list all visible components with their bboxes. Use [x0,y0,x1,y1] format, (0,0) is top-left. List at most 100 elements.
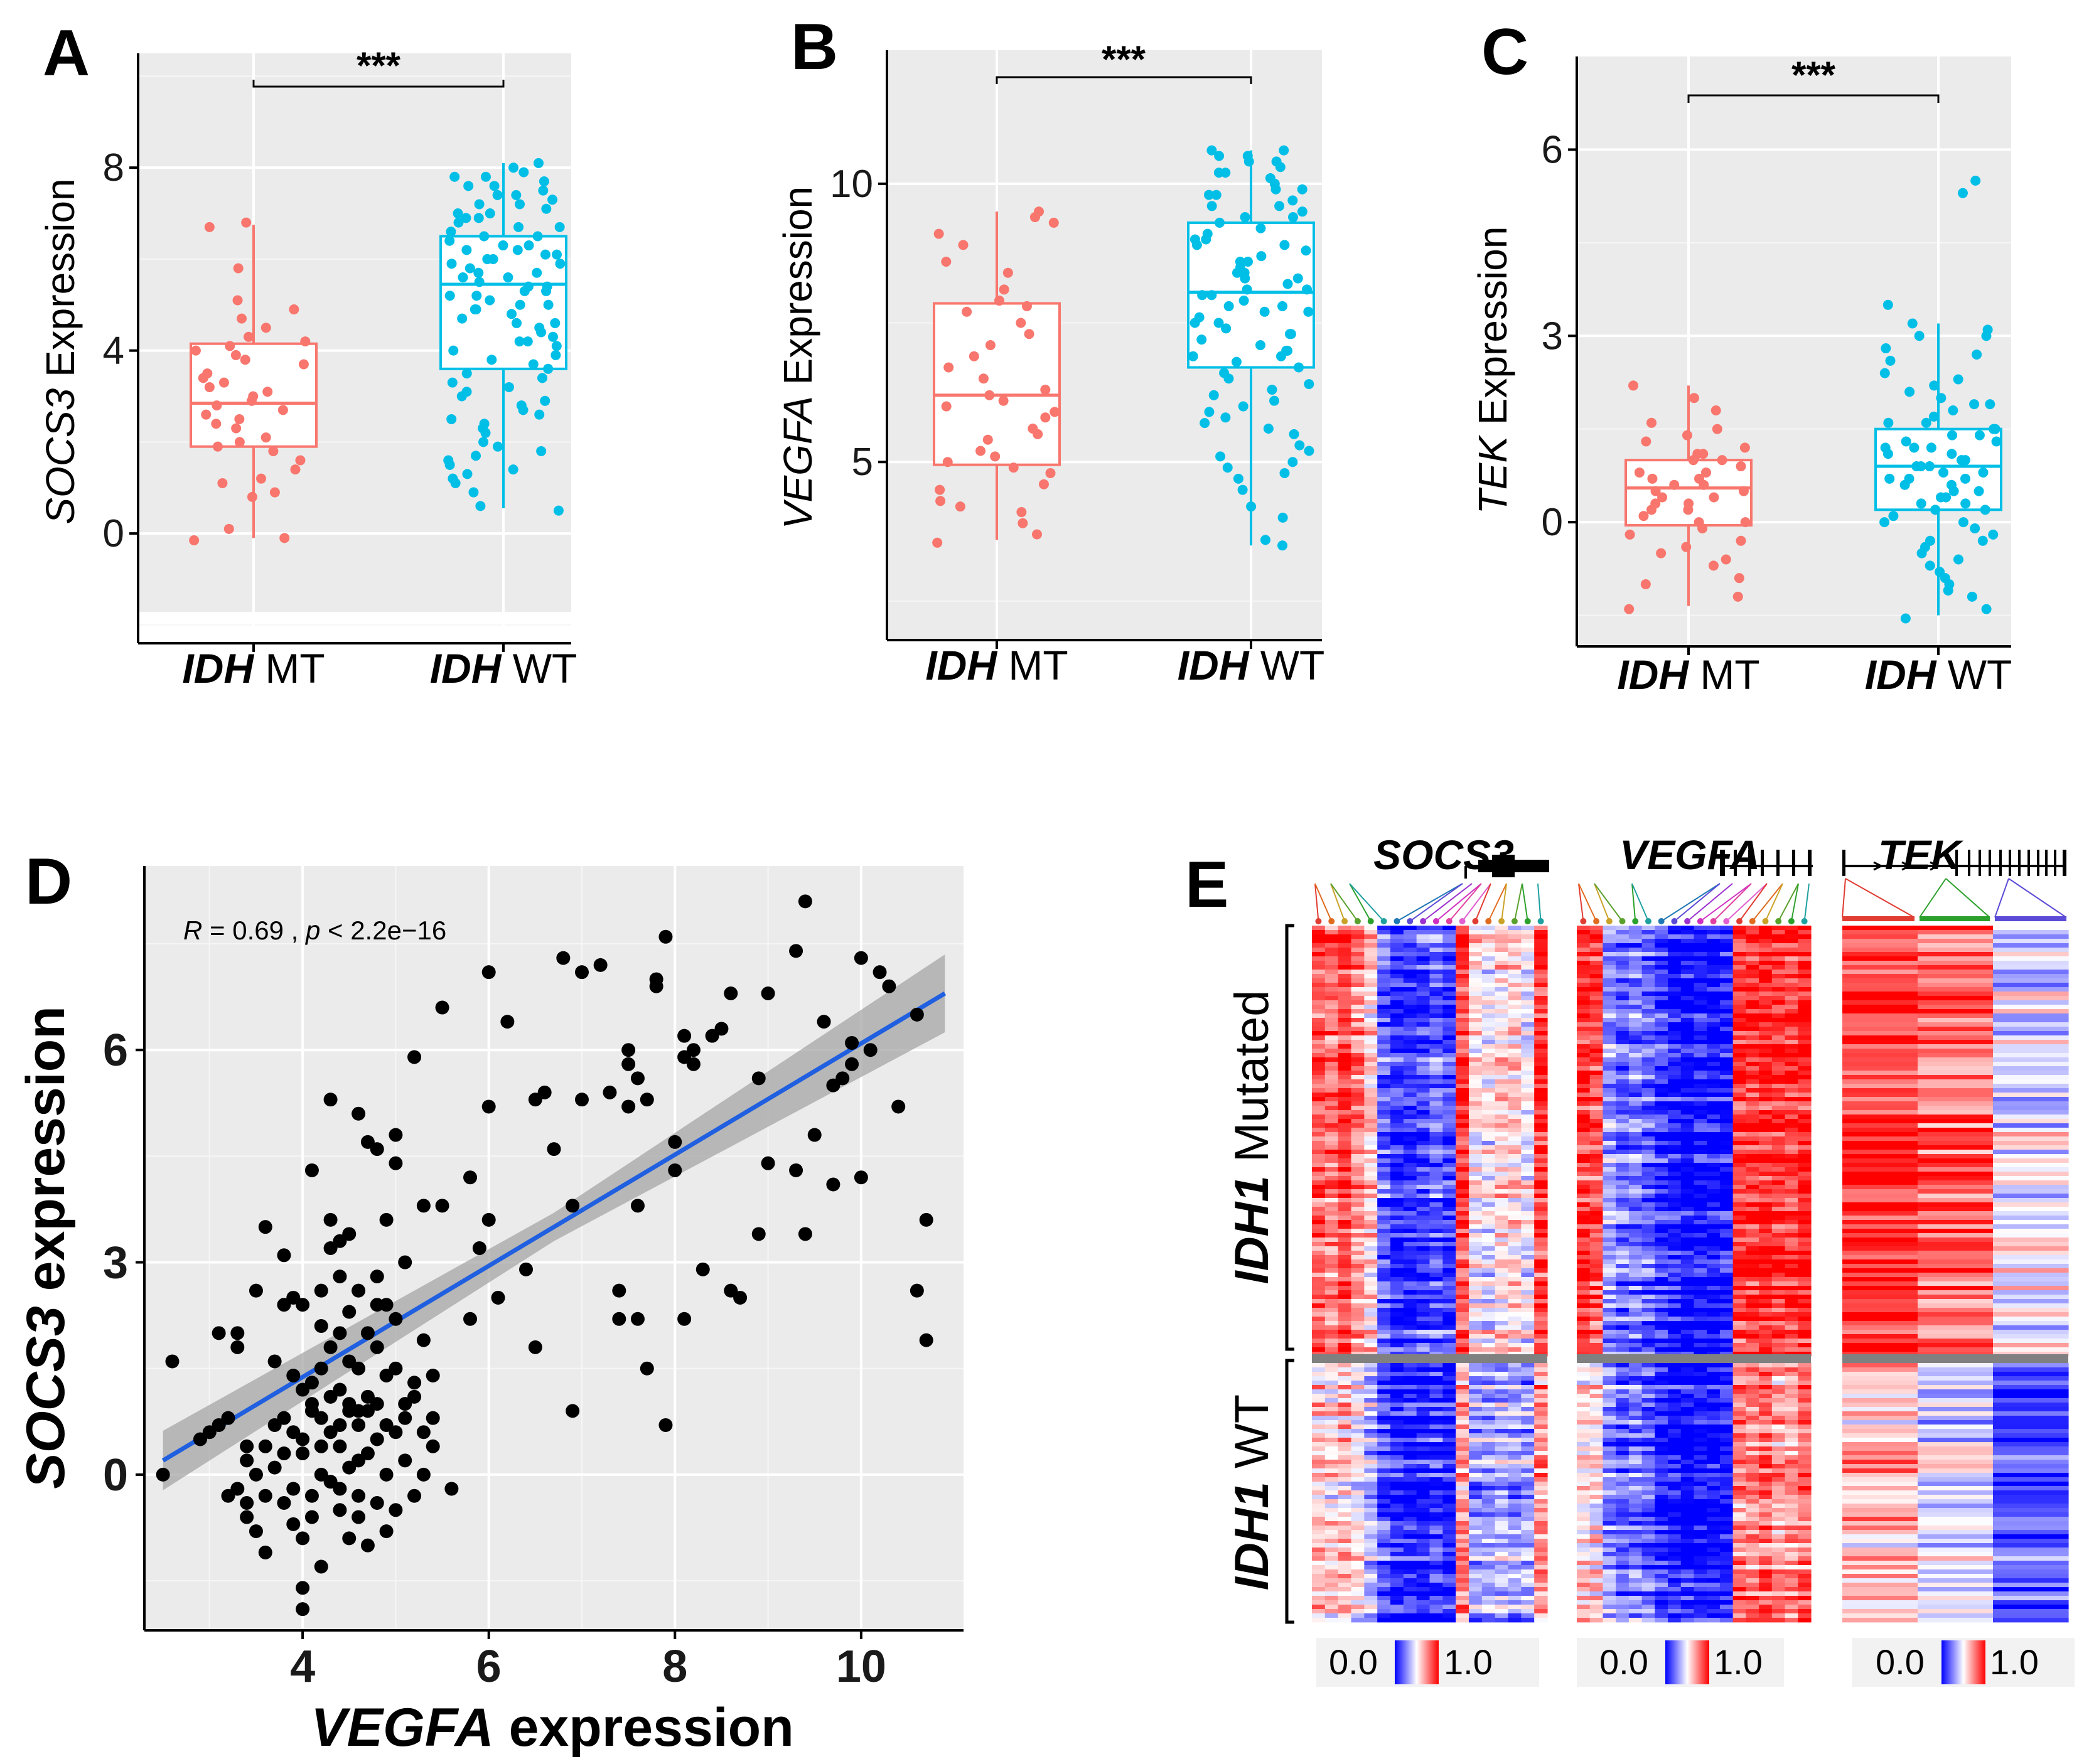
heat-cell [1771,992,1786,997]
heat-cell [1429,1259,1443,1264]
heat-cell [1312,1352,1326,1357]
data-point [1289,429,1299,439]
significance-bracket [996,76,1252,84]
heat-cell [1534,1071,1548,1076]
heat-cell [1694,1119,1707,1124]
heat-cell [1364,1224,1378,1229]
heat-cell [1495,1044,1509,1049]
heat-cell [1429,1040,1443,1045]
heat-cell [1429,1136,1443,1141]
heat-cell [1469,1451,1483,1456]
data-point [1907,318,1918,329]
heat-cell [1481,1281,1496,1286]
data-point [1900,613,1911,624]
heat-cell [1338,1512,1352,1517]
heat-cell [1481,1013,1496,1018]
heat-cell [1456,1185,1469,1190]
heat-cell [1521,1180,1535,1185]
heat-cell [1351,1101,1365,1106]
data-point [1302,284,1313,295]
heat-cell [1481,1009,1496,1014]
data-point [1279,145,1289,156]
heat-cell [1442,1591,1456,1596]
heat-cell [1403,1367,1417,1372]
heat-cell [1495,1381,1509,1386]
heat-cell [1668,970,1682,975]
heat-cell [1364,1548,1378,1553]
heat-cell [1469,1194,1483,1199]
heat-cell [1442,1176,1456,1181]
heat-cell [1364,1429,1378,1434]
heat-cell [1416,1167,1431,1172]
heat-cell [1312,1460,1326,1465]
heat-cell [1655,1035,1668,1040]
heat-cell [1508,1403,1522,1408]
y-axis-label: VEGFA Expression [775,186,820,530]
data-point [446,414,457,424]
heat-cell [1390,1163,1404,1168]
heat-cell [1508,1347,1522,1352]
heat-cell [1798,1150,1812,1155]
heat-cell [1771,1093,1786,1098]
heat-cell [1324,1251,1339,1256]
heat-cell [1364,1596,1378,1601]
data-point [935,484,945,495]
heat-cell [1534,974,1548,979]
data-point [514,336,525,347]
heat-cell [1429,1128,1443,1133]
heat-cell [1429,961,1443,966]
heat-cell [1521,1106,1535,1111]
heat-cell [1495,1468,1509,1473]
heat-cell [1534,1363,1548,1368]
heat-cell [1312,1211,1326,1216]
heat-cell [1351,1264,1365,1269]
probe-connector [1673,883,1721,922]
heat-cell [1338,987,1352,992]
heat-cell [1746,974,1759,979]
heat-cell [1785,930,1798,935]
probe-bar [1995,916,2066,921]
heat-cell [1351,1587,1365,1592]
heat-cell [1577,1049,1591,1054]
heat-cell [1732,1005,1746,1010]
heat-cell [1442,1180,1456,1185]
heat-cell [1616,996,1630,1001]
heat-cell [1390,1176,1404,1181]
heat-cell [1312,1167,1326,1172]
heat-cell [1495,1613,1509,1618]
data-point [234,437,245,447]
heat-cell [1577,1101,1591,1106]
heat-cell [1377,1251,1391,1256]
heat-cell [1521,1259,1535,1264]
heat-cell [1508,1398,1522,1403]
heat-cell [1338,1446,1352,1451]
heat-cell [1655,1044,1668,1049]
heat-cell [1641,1167,1655,1172]
heat-cell [1377,1005,1391,1010]
heat-cell [1655,1150,1668,1155]
heat-cell [1351,1477,1365,1482]
heat-cell [1655,1154,1668,1159]
heat-cell [1364,1490,1378,1495]
heat-cell [1377,1521,1391,1526]
heat-cell [1628,1229,1643,1234]
heat-cell [1469,1403,1483,1408]
heat-cell [1521,1477,1535,1482]
heat-cell [1628,983,1643,988]
heat-cell [1534,1308,1548,1313]
heat-cell [1324,1552,1339,1557]
data-point [1732,591,1743,602]
heat-cell [1655,1180,1668,1185]
heat-cell [1798,1128,1812,1133]
heat-cell [1577,1251,1591,1256]
heat-cell [1732,1084,1746,1089]
heat-cell [1364,1000,1378,1005]
heat-cell [1668,1097,1682,1102]
probe-marker [1341,918,1348,924]
heat-cell [1694,1128,1707,1133]
heat-cell [1456,1521,1469,1526]
heat-cell [1364,1031,1378,1036]
heat-cell [1377,1343,1391,1348]
heat-cell [1469,1286,1483,1291]
heat-cell [1577,992,1591,997]
